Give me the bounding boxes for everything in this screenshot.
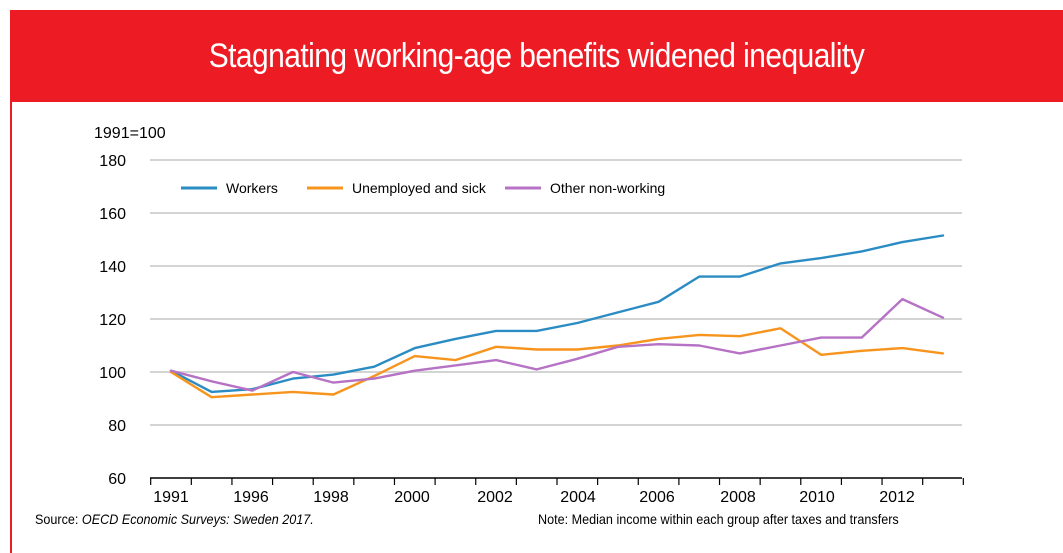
x-tick-label: 2012 [879,489,915,506]
x-tick-label: 2002 [477,489,513,506]
x-tick-label: 1998 [313,489,349,506]
series-line-workers [169,234,945,394]
legend: Workers Unemployed and sick Other non-work… [181,180,665,196]
y-axis-label: 1991=100 [94,125,166,142]
y-tick-label: 80 [108,418,126,435]
legend-label: Workers [226,180,278,196]
source-label: Source: [35,511,82,527]
x-tick-label: 1996 [233,489,269,506]
x-tick-label: 2000 [394,489,430,506]
axes: 60 80 100 120 140 160 180 1991=100 1991 1996 1998 2… [94,125,964,506]
y-tick-label: 180 [99,153,126,170]
source-note: Source: OECD Economic Surveys: Sweden 20… [35,511,314,527]
source-publication: OECD Economic Surveys: Sweden 2017. [81,511,314,527]
title-banner: Stagnating working-age benefits widened … [10,10,1063,102]
y-tick-label: 140 [99,259,126,276]
series-lines [169,234,945,399]
y-tick-label: 100 [99,365,126,382]
y-tick-label: 120 [99,312,126,329]
y-tick-label: 160 [99,206,126,223]
chart-title: Stagnating working-age benefits widened … [208,36,865,75]
legend-label: Other non-working [550,180,665,196]
y-tick-label: 60 [108,471,126,488]
series-line-other-non-working [169,297,945,392]
x-tick-label: 2008 [720,489,756,506]
legend-label: Unemployed and sick [352,180,487,196]
x-tick-label: 2006 [639,489,675,506]
footnote: Note: Median income within each group af… [538,511,899,527]
x-tick-label: 2010 [799,489,835,506]
x-tick-label: 2004 [560,489,596,506]
x-tick-label: 1991 [153,489,189,506]
gridlines [150,159,962,426]
series-line-unemployed-and-sick [169,327,945,399]
